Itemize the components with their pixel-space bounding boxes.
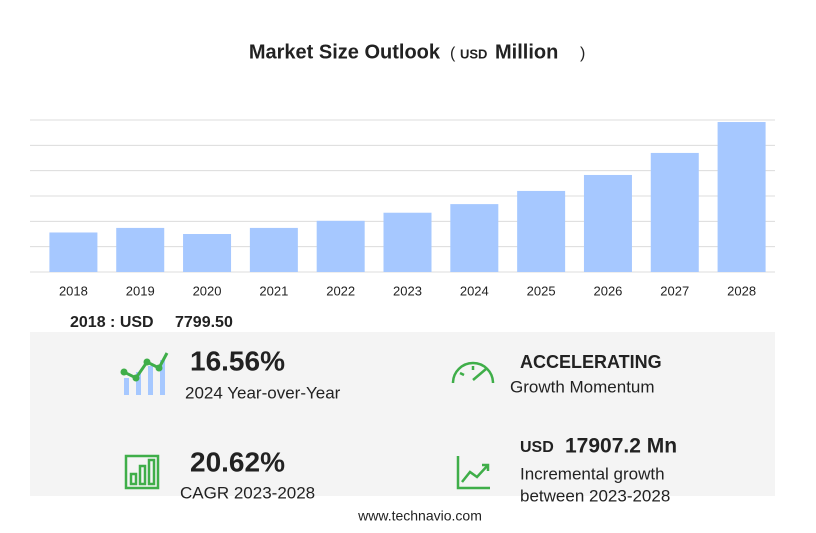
- x-tick-label: 2023: [393, 283, 422, 298]
- kpi-label: Growth Momentum: [510, 377, 655, 396]
- x-tick-label: 2028: [727, 283, 756, 298]
- kpi-value: 16.56%: [190, 345, 285, 376]
- bar: [183, 234, 232, 272]
- bar: [316, 220, 365, 272]
- kpi-label: Incremental growth: [520, 464, 665, 483]
- unit-currency: USD: [460, 46, 487, 61]
- gauge-icon: [451, 361, 495, 384]
- kpi-label: between 2023-2028: [520, 486, 670, 505]
- x-tick-label: 2020: [193, 283, 222, 298]
- x-tick-label: 2026: [593, 283, 622, 298]
- x-tick-label: 2024: [460, 283, 489, 298]
- bar: [717, 122, 766, 272]
- x-tick-label: 2022: [326, 283, 355, 298]
- bar: [450, 204, 499, 272]
- kpi-value: ACCELERATING: [520, 352, 662, 372]
- kpi-value: 17907.2 Mn: [565, 435, 677, 458]
- title-group: Market Size Outlook ( USD Million ): [249, 41, 585, 63]
- unit: Million: [495, 41, 558, 63]
- footer: www.technavio.com: [357, 508, 482, 524]
- x-tick-label: 2027: [660, 283, 689, 298]
- yoy-icon: [120, 352, 169, 395]
- bar: [249, 227, 298, 272]
- kpi-label: 2024 Year-over-Year: [185, 383, 341, 402]
- bar: [49, 232, 98, 272]
- x-tick-label: 2025: [527, 283, 556, 298]
- bar: [116, 227, 165, 272]
- unit-close: ): [580, 45, 585, 62]
- base-label: 2018 : USD: [70, 314, 154, 331]
- x-tick-label: 2019: [126, 283, 155, 298]
- unit-open: (: [450, 45, 456, 62]
- bar: [517, 190, 566, 272]
- cagr-icon: [124, 454, 160, 490]
- x-tick-label: 2021: [259, 283, 288, 298]
- kpi-label: CAGR 2023-2028: [180, 483, 315, 502]
- bar: [383, 212, 432, 272]
- kpi-prefix: USD: [520, 439, 554, 456]
- bar: [583, 174, 632, 272]
- bar: [650, 152, 699, 272]
- base-value: 7799.50: [175, 314, 233, 331]
- x-tick-label: 2018: [59, 283, 88, 298]
- kpi-value: 20.62%: [190, 446, 285, 477]
- chart-title: Market Size Outlook: [249, 41, 441, 63]
- growth-icon: [456, 456, 490, 490]
